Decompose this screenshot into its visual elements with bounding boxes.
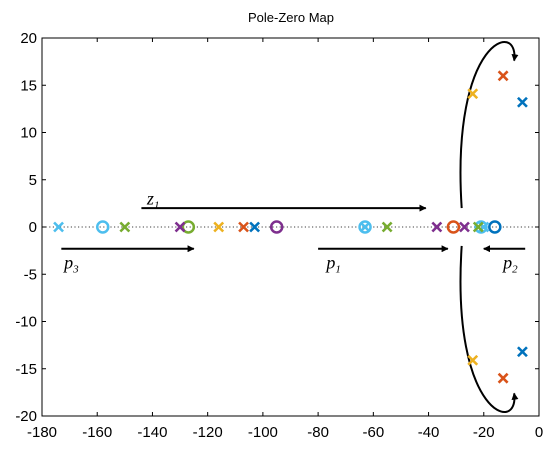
zero-marker bbox=[358, 220, 372, 234]
pole-marker bbox=[359, 221, 371, 233]
zero-marker bbox=[269, 220, 284, 234]
pole-marker bbox=[174, 221, 186, 233]
root-locus-curved-arrow bbox=[459, 41, 519, 209]
y-tick-label: -15 bbox=[15, 361, 37, 378]
x-tick-label: -100 bbox=[248, 424, 278, 441]
y-tick-label: 20 bbox=[20, 30, 37, 47]
x-tick-label: -40 bbox=[418, 424, 440, 441]
pole-marker bbox=[472, 221, 484, 233]
x-tick-label: -180 bbox=[27, 424, 57, 441]
pole-marker bbox=[467, 88, 479, 100]
marker-layer bbox=[53, 70, 528, 384]
zero-marker bbox=[181, 220, 196, 234]
y-tick-label: 5 bbox=[29, 172, 37, 189]
pole-marker bbox=[431, 221, 443, 233]
x-tick-label: -160 bbox=[82, 424, 112, 441]
zero-marker bbox=[446, 220, 461, 234]
pole-marker bbox=[497, 372, 509, 384]
root-locus-curved-arrow bbox=[459, 245, 519, 413]
y-tick-label: -10 bbox=[15, 314, 37, 331]
pole-marker bbox=[213, 221, 225, 233]
pole-marker bbox=[517, 346, 528, 358]
x-tick-label: -140 bbox=[137, 424, 167, 441]
y-tick-label: 0 bbox=[29, 219, 37, 236]
x-tick-label: 0 bbox=[535, 424, 543, 441]
pole-marker bbox=[467, 354, 479, 366]
pole-marker bbox=[497, 70, 509, 82]
y-tick-label: -5 bbox=[24, 266, 37, 283]
chart-title: Pole-Zero Map bbox=[248, 10, 334, 25]
pole-marker bbox=[249, 221, 261, 233]
zero-marker bbox=[488, 220, 502, 234]
pole-marker bbox=[119, 221, 131, 233]
x-tick-label: -120 bbox=[193, 424, 223, 441]
zero-marker bbox=[95, 220, 110, 234]
pole-marker bbox=[381, 221, 393, 233]
tick-layer: -180 -160 -140 -120 -100 -80 -60 -40 -20 0-20-15-… bbox=[15, 30, 543, 441]
y-tick-label: 15 bbox=[20, 77, 37, 94]
pole-marker bbox=[517, 96, 528, 108]
y-tick-label: 10 bbox=[20, 125, 37, 142]
pole-marker bbox=[238, 221, 249, 233]
pole-marker bbox=[53, 221, 64, 233]
zero-marker bbox=[474, 220, 488, 234]
pole-marker bbox=[459, 221, 470, 233]
y-tick-label: -20 bbox=[15, 408, 37, 425]
x-tick-label: -20 bbox=[473, 424, 495, 441]
x-tick-label: -60 bbox=[362, 424, 384, 441]
x-tick-label: -80 bbox=[307, 424, 329, 441]
